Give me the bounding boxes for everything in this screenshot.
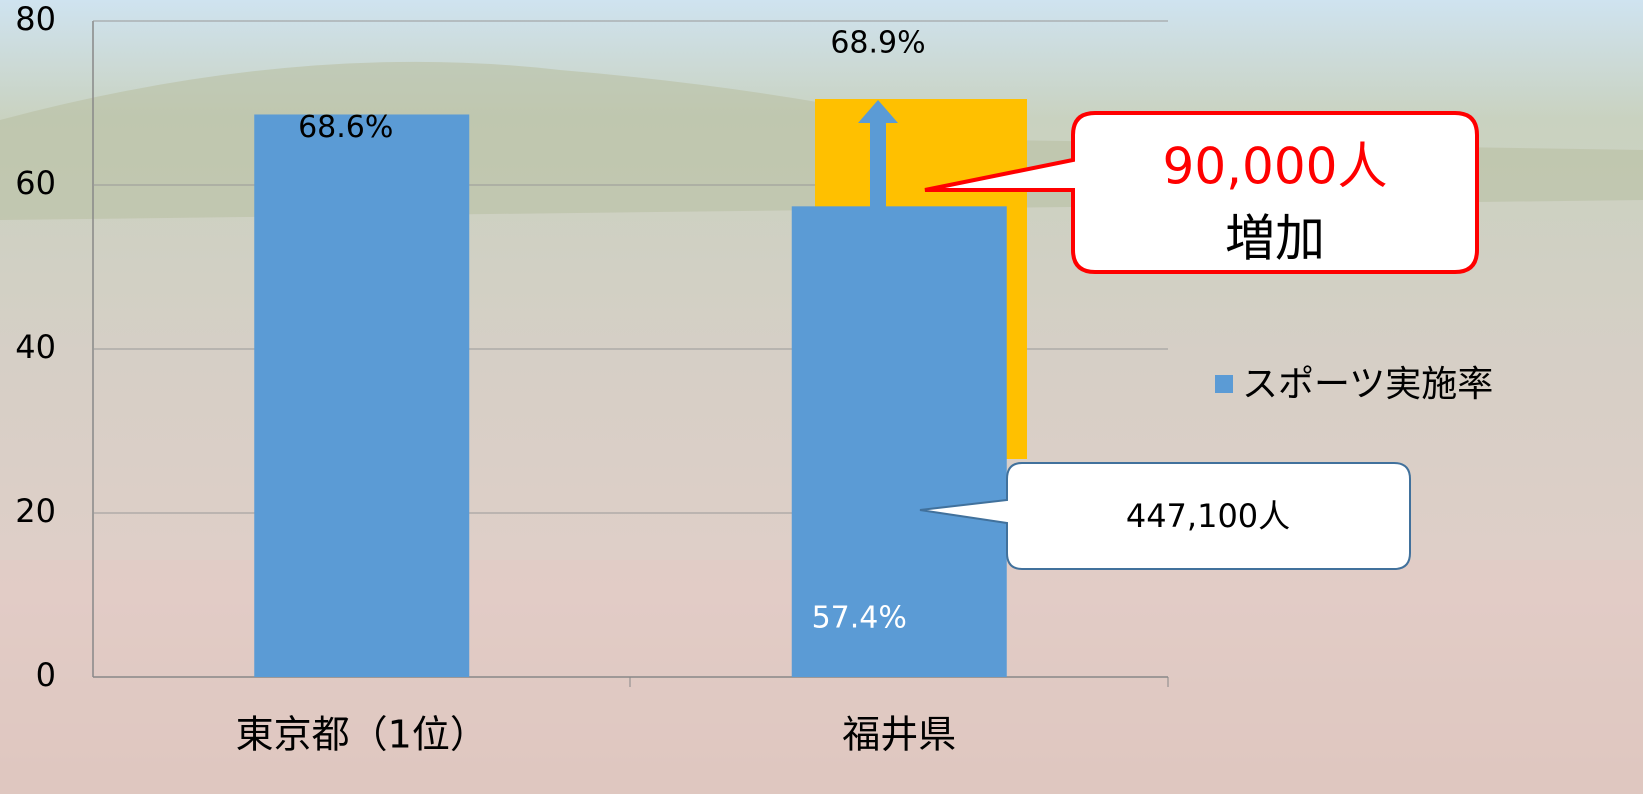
bar bbox=[791, 206, 1007, 677]
x-tick-label: 福井県 bbox=[842, 713, 956, 757]
increase-callout bbox=[924, 111, 1479, 274]
current-label: 447,100人 bbox=[1126, 497, 1290, 535]
y-tick-label: 0 bbox=[36, 656, 56, 694]
legend-swatch bbox=[1215, 375, 1233, 393]
legend-label: スポーツ実施率 bbox=[1242, 364, 1493, 405]
y-tick-label: 80 bbox=[15, 0, 56, 38]
y-tick-label: 60 bbox=[15, 164, 56, 202]
bars: 68.6% 57.4% bbox=[254, 110, 1007, 678]
increase-value: 90,000人 bbox=[1163, 138, 1388, 196]
value-label: 57.4% bbox=[812, 601, 907, 636]
y-tick-label: 40 bbox=[15, 328, 56, 366]
plot: 0 20 40 60 80 東京都（1位） 福井県 bbox=[15, 0, 1168, 757]
target-label: 68.9% bbox=[830, 26, 925, 61]
x-tick-label: 東京都（1位） bbox=[236, 713, 488, 757]
bar bbox=[254, 114, 470, 678]
value-label: 68.6% bbox=[298, 110, 393, 145]
increase-label: 増加 bbox=[1225, 210, 1325, 268]
y-tick-label: 20 bbox=[15, 492, 56, 530]
increase-arrow bbox=[858, 100, 898, 215]
current-callout bbox=[919, 462, 1411, 570]
